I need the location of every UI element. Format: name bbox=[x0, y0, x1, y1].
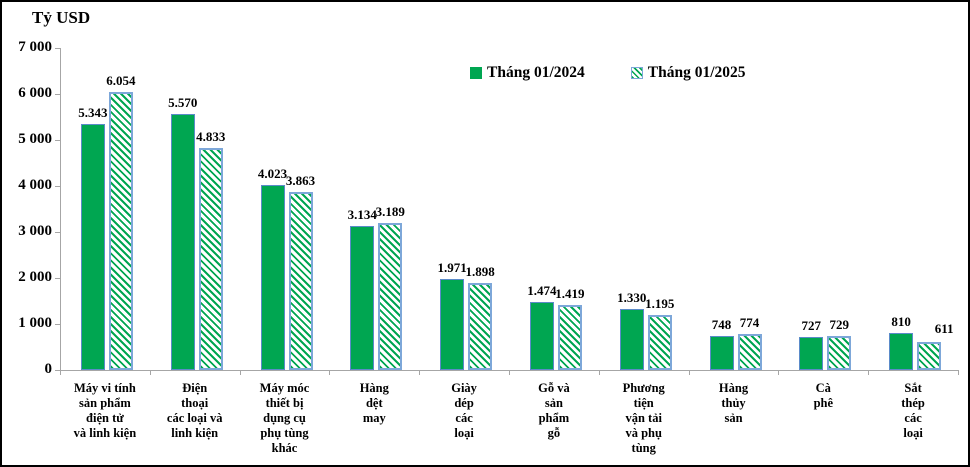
y-axis-tick bbox=[55, 48, 60, 49]
category-label-6: Phương tiện vận tải và phụ tùng bbox=[622, 381, 665, 455]
bar-2025-7 bbox=[737, 334, 762, 370]
value-label-2024-6: 1.330 bbox=[617, 290, 647, 305]
category-label-1: Điện thoại các loại và linh kiện bbox=[166, 381, 223, 440]
y-tick-label: 2 000 bbox=[18, 269, 52, 285]
value-label-2025-5: 1.419 bbox=[555, 286, 585, 301]
value-label-2024-4: 1.971 bbox=[437, 260, 467, 275]
y-axis-tick bbox=[55, 186, 60, 187]
y-axis-tick bbox=[55, 370, 60, 371]
legend-item-2025: Tháng 01/2025 bbox=[630, 64, 746, 82]
x-axis-line bbox=[55, 370, 958, 371]
bar-2024-6 bbox=[619, 309, 644, 370]
category-label-7: Hàng thủy sản bbox=[718, 381, 749, 425]
bar-2025-5 bbox=[557, 305, 582, 370]
legend-label-2025: Tháng 01/2025 bbox=[647, 64, 746, 81]
value-label-2025-1: 4.833 bbox=[196, 129, 226, 144]
value-label-2025-3: 3.189 bbox=[375, 204, 405, 219]
value-label-2025-0: 6.054 bbox=[106, 73, 136, 88]
x-axis-tick bbox=[239, 370, 241, 375]
y-tick-label: 0 bbox=[44, 361, 53, 377]
category-label-4: Giày dép các loại bbox=[451, 381, 477, 440]
y-tick-label: 3 000 bbox=[18, 223, 52, 239]
value-label-2024-5: 1.474 bbox=[527, 283, 557, 298]
value-label-2025-4: 1.898 bbox=[465, 264, 495, 279]
category-label-2: Máy móc thiết bị dụng cụ phụ tùng khác bbox=[259, 381, 310, 455]
bar-2025-8 bbox=[827, 336, 852, 370]
y-axis-tick bbox=[55, 324, 60, 325]
value-label-2025-2: 3.863 bbox=[285, 173, 316, 188]
bar-2025-6 bbox=[647, 315, 672, 370]
value-label-2024-7: 748 bbox=[711, 317, 732, 332]
bar-2024-0 bbox=[80, 124, 105, 370]
value-label-2025-6: 1.195 bbox=[645, 296, 675, 311]
x-axis-tick bbox=[958, 370, 959, 375]
chart-legend: Tháng 01/2024 Tháng 01/2025 bbox=[470, 64, 746, 82]
x-axis-tick bbox=[60, 370, 61, 375]
x-axis-tick bbox=[329, 370, 331, 375]
chart-title: Tỷ USD bbox=[32, 8, 91, 27]
bar-2024-9 bbox=[889, 333, 914, 370]
y-tick-label: 1 000 bbox=[18, 315, 52, 331]
bar-2024-5 bbox=[529, 302, 554, 370]
y-axis-tick bbox=[55, 278, 60, 279]
value-label-2025-9: 611 bbox=[934, 321, 954, 336]
y-tick-label: 7 000 bbox=[18, 39, 52, 55]
value-label-2024-9: 810 bbox=[891, 314, 911, 329]
bar-2025-4 bbox=[468, 283, 493, 370]
x-axis-tick bbox=[509, 370, 510, 375]
y-tick-label: 4 000 bbox=[18, 177, 52, 193]
bar-2024-7 bbox=[709, 336, 734, 370]
value-label-2024-0: 5.343 bbox=[78, 105, 108, 120]
x-axis-tick bbox=[149, 370, 151, 375]
x-axis-tick bbox=[868, 370, 870, 375]
x-axis-tick bbox=[419, 370, 421, 375]
bar-2024-8 bbox=[799, 337, 824, 370]
value-label-2025-7: 774 bbox=[739, 315, 760, 330]
category-label-0: Máy vi tính sản phẩm điện tử và linh kiệ… bbox=[73, 381, 137, 440]
value-label-2025-8: 729 bbox=[829, 317, 850, 332]
bar-2025-2 bbox=[288, 192, 313, 370]
bar-2024-1 bbox=[170, 114, 195, 370]
bar-2024-3 bbox=[350, 226, 375, 370]
bar-2025-9 bbox=[917, 342, 942, 370]
value-label-2024-2: 4.023 bbox=[257, 166, 288, 181]
value-label-2024-3: 3.134 bbox=[347, 207, 377, 222]
y-tick-label: 5 000 bbox=[18, 131, 52, 147]
y-axis-tick bbox=[55, 232, 60, 233]
category-label-3: Hàng dệt may bbox=[359, 381, 389, 425]
bar-2025-1 bbox=[198, 148, 223, 370]
legend-swatch-hatched-icon bbox=[630, 67, 643, 79]
x-axis-tick bbox=[778, 370, 780, 375]
y-tick-label: 6 000 bbox=[18, 85, 52, 101]
bar-2024-4 bbox=[440, 279, 465, 370]
value-label-2024-8: 727 bbox=[801, 318, 822, 333]
y-axis-line bbox=[60, 48, 61, 370]
category-label-8: Cà phê bbox=[813, 381, 834, 410]
bar-2025-3 bbox=[378, 223, 403, 370]
bar-2024-2 bbox=[260, 185, 285, 370]
bar-2025-0 bbox=[108, 92, 133, 370]
value-label-2024-1: 5.570 bbox=[168, 95, 198, 110]
category-label-9: Sắt thép các loại bbox=[901, 381, 925, 440]
legend-label-2024: Tháng 01/2024 bbox=[487, 64, 585, 81]
category-label-5: Gỗ và sản phẩm gỗ bbox=[538, 381, 570, 440]
y-axis-tick bbox=[55, 140, 60, 141]
x-axis-tick bbox=[688, 370, 690, 375]
y-axis-tick bbox=[55, 94, 60, 95]
legend-swatch-solid-green-icon bbox=[470, 67, 482, 79]
legend-item-2024: Tháng 01/2024 bbox=[470, 64, 585, 82]
x-axis-tick bbox=[598, 370, 600, 375]
